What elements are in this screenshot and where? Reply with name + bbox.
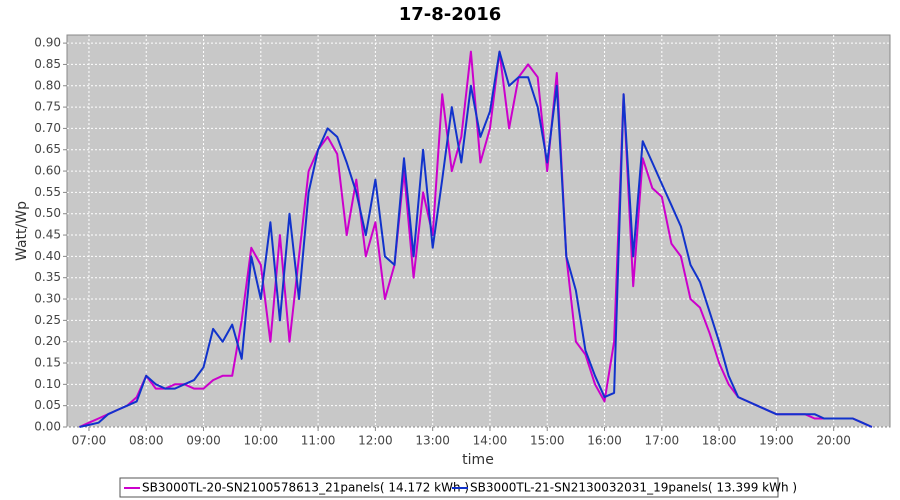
y-tick-label: 0.65	[34, 142, 61, 156]
x-tick-label: 16:00	[587, 434, 622, 448]
y-tick-label: 0.90	[34, 36, 61, 50]
y-tick-label: 0.05	[34, 398, 61, 412]
legend-text: SB3000TL-21-SN2130032031_19panels( 13.39…	[470, 481, 797, 495]
series-line	[79, 50, 873, 428]
x-tick-label: 08:00	[129, 434, 164, 448]
x-tick-label: 07:00	[72, 434, 107, 448]
x-tick-label: 18:00	[702, 434, 737, 448]
y-tick-label: 0.45	[34, 228, 61, 242]
x-tick-label: 12:00	[358, 434, 393, 448]
x-tick-label: 19:00	[759, 434, 794, 448]
y-tick-label: 0.30	[34, 292, 61, 306]
y-tick-label: 0.35	[34, 270, 61, 284]
x-tick-label: 17:00	[645, 434, 680, 448]
y-tick-label: 0.55	[34, 185, 61, 199]
y-tick-label: 0.85	[34, 57, 61, 71]
chart-title: 17-8-2016	[399, 4, 502, 25]
legend-text: SB3000TL-20-SN2100578613_21panels( 14.17…	[142, 481, 469, 495]
x-tick-label: 11:00	[301, 434, 336, 448]
y-axis-label: Watt/Wp	[14, 201, 30, 261]
x-tick-label: 20:00	[816, 434, 851, 448]
y-tick-label: 0.60	[34, 164, 61, 178]
x-axis-label: time	[462, 452, 494, 468]
x-tick-label: 15:00	[530, 434, 565, 448]
plot-area	[66, 34, 891, 428]
y-tick-label: 0.00	[34, 420, 61, 434]
y-tick-label: 0.70	[34, 121, 61, 135]
y-tick-label: 0.25	[34, 313, 61, 327]
y-tick-label: 0.20	[34, 334, 61, 348]
x-tick-label: 09:00	[186, 434, 221, 448]
y-tick-label: 0.75	[34, 100, 61, 114]
y-tick-label: 0.40	[34, 249, 61, 263]
y-tick-label: 0.80	[34, 78, 61, 92]
x-tick-label: 10:00	[244, 434, 279, 448]
legend-box	[119, 477, 779, 498]
y-tick-label: 0.50	[34, 206, 61, 220]
y-tick-label: 0.10	[34, 377, 61, 391]
y-tick-label: 0.15	[34, 356, 61, 370]
x-tick-label: 13:00	[415, 434, 450, 448]
x-tick-label: 14:00	[473, 434, 508, 448]
